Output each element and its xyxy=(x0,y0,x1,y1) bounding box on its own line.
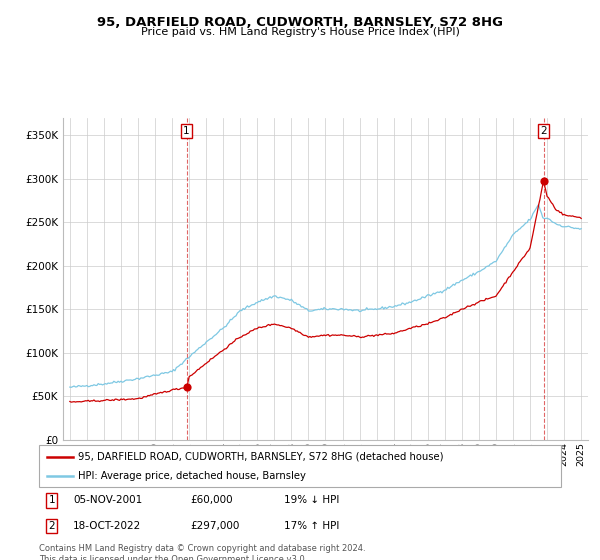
Text: HPI: Average price, detached house, Barnsley: HPI: Average price, detached house, Barn… xyxy=(78,472,306,481)
Text: £297,000: £297,000 xyxy=(190,521,240,531)
Text: 1: 1 xyxy=(49,495,55,505)
Text: 95, DARFIELD ROAD, CUDWORTH, BARNSLEY, S72 8HG (detached house): 95, DARFIELD ROAD, CUDWORTH, BARNSLEY, S… xyxy=(78,452,443,462)
Text: 19% ↓ HPI: 19% ↓ HPI xyxy=(284,495,340,505)
Text: 17% ↑ HPI: 17% ↑ HPI xyxy=(284,521,340,531)
Text: 2: 2 xyxy=(540,125,547,136)
Text: Contains HM Land Registry data © Crown copyright and database right 2024.
This d: Contains HM Land Registry data © Crown c… xyxy=(39,544,365,560)
Text: 1: 1 xyxy=(183,125,190,136)
Text: 18-OCT-2022: 18-OCT-2022 xyxy=(73,521,141,531)
Text: 2: 2 xyxy=(49,521,55,531)
Point xyxy=(539,176,548,185)
Text: 05-NOV-2001: 05-NOV-2001 xyxy=(73,495,142,505)
Text: Price paid vs. HM Land Registry's House Price Index (HPI): Price paid vs. HM Land Registry's House … xyxy=(140,27,460,38)
Text: 95, DARFIELD ROAD, CUDWORTH, BARNSLEY, S72 8HG: 95, DARFIELD ROAD, CUDWORTH, BARNSLEY, S… xyxy=(97,16,503,29)
Text: £60,000: £60,000 xyxy=(190,495,233,505)
Point xyxy=(182,383,191,392)
